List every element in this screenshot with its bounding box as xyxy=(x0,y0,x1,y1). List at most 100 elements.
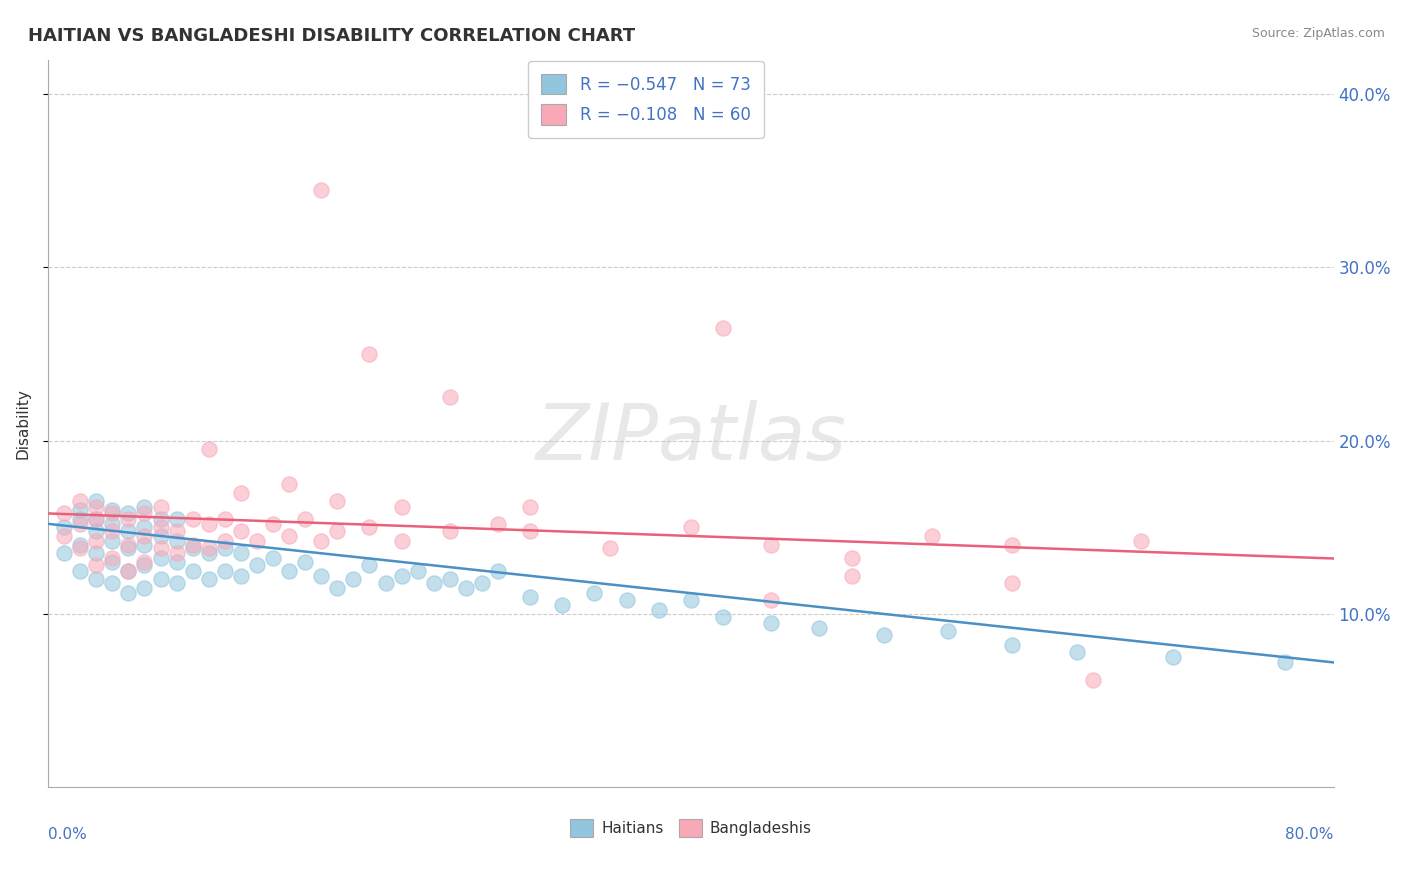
Point xyxy=(101,555,124,569)
Point xyxy=(761,615,783,630)
Point xyxy=(101,575,124,590)
Point xyxy=(309,182,332,196)
Point xyxy=(647,603,669,617)
Point xyxy=(84,546,107,560)
Point xyxy=(84,511,107,525)
Point xyxy=(519,500,541,514)
Point xyxy=(53,529,76,543)
Point xyxy=(214,564,236,578)
Point xyxy=(841,569,863,583)
Point xyxy=(229,546,252,560)
Point xyxy=(134,507,156,521)
Y-axis label: Disability: Disability xyxy=(15,388,30,458)
Point xyxy=(84,494,107,508)
Point xyxy=(278,477,301,491)
Point xyxy=(117,511,139,525)
Point xyxy=(1001,638,1024,652)
Point xyxy=(166,511,188,525)
Point xyxy=(454,581,477,595)
Point xyxy=(808,621,831,635)
Point xyxy=(711,321,734,335)
Point xyxy=(117,524,139,538)
Point xyxy=(873,628,896,642)
Legend: Haitians, Bangladeshis: Haitians, Bangladeshis xyxy=(562,811,818,845)
Point xyxy=(841,551,863,566)
Point xyxy=(679,593,702,607)
Point xyxy=(117,541,139,555)
Point xyxy=(84,558,107,573)
Point xyxy=(69,511,91,525)
Point xyxy=(391,534,413,549)
Point xyxy=(134,500,156,514)
Point xyxy=(1081,673,1104,687)
Point xyxy=(69,538,91,552)
Point xyxy=(278,564,301,578)
Point xyxy=(551,599,574,613)
Point xyxy=(134,555,156,569)
Point xyxy=(117,564,139,578)
Point xyxy=(53,520,76,534)
Point xyxy=(84,534,107,549)
Point xyxy=(519,524,541,538)
Point xyxy=(583,586,606,600)
Point xyxy=(197,516,219,531)
Point xyxy=(69,503,91,517)
Point xyxy=(84,524,107,538)
Point xyxy=(84,511,107,525)
Point xyxy=(309,534,332,549)
Text: HAITIAN VS BANGLADESHI DISABILITY CORRELATION CHART: HAITIAN VS BANGLADESHI DISABILITY CORREL… xyxy=(28,27,636,45)
Point xyxy=(921,529,943,543)
Point xyxy=(69,494,91,508)
Point xyxy=(101,507,124,521)
Point xyxy=(391,569,413,583)
Point xyxy=(117,586,139,600)
Point xyxy=(84,572,107,586)
Point xyxy=(69,564,91,578)
Point xyxy=(374,575,396,590)
Point xyxy=(197,572,219,586)
Point xyxy=(711,610,734,624)
Point xyxy=(422,575,444,590)
Point xyxy=(229,524,252,538)
Point xyxy=(149,520,172,534)
Point xyxy=(342,572,364,586)
Point xyxy=(134,581,156,595)
Point xyxy=(101,503,124,517)
Point xyxy=(84,500,107,514)
Point xyxy=(1001,538,1024,552)
Text: 0.0%: 0.0% xyxy=(48,827,87,842)
Point xyxy=(1001,575,1024,590)
Point xyxy=(53,507,76,521)
Point xyxy=(326,581,349,595)
Point xyxy=(359,347,381,361)
Point xyxy=(519,590,541,604)
Point xyxy=(134,558,156,573)
Point xyxy=(134,520,156,534)
Point xyxy=(1274,656,1296,670)
Point xyxy=(134,538,156,552)
Point xyxy=(391,500,413,514)
Point xyxy=(616,593,638,607)
Point xyxy=(439,524,461,538)
Point xyxy=(166,534,188,549)
Point xyxy=(134,529,156,543)
Point xyxy=(471,575,494,590)
Point xyxy=(1066,645,1088,659)
Point xyxy=(149,511,172,525)
Text: Source: ZipAtlas.com: Source: ZipAtlas.com xyxy=(1251,27,1385,40)
Point xyxy=(294,555,316,569)
Text: ZIPatlas: ZIPatlas xyxy=(536,400,846,476)
Point xyxy=(229,569,252,583)
Point xyxy=(262,551,284,566)
Point xyxy=(1161,650,1184,665)
Point xyxy=(117,538,139,552)
Point xyxy=(214,511,236,525)
Point xyxy=(149,541,172,555)
Point xyxy=(101,524,124,538)
Point xyxy=(101,516,124,531)
Point xyxy=(181,564,204,578)
Point xyxy=(439,572,461,586)
Point xyxy=(599,541,621,555)
Point xyxy=(101,551,124,566)
Point xyxy=(149,551,172,566)
